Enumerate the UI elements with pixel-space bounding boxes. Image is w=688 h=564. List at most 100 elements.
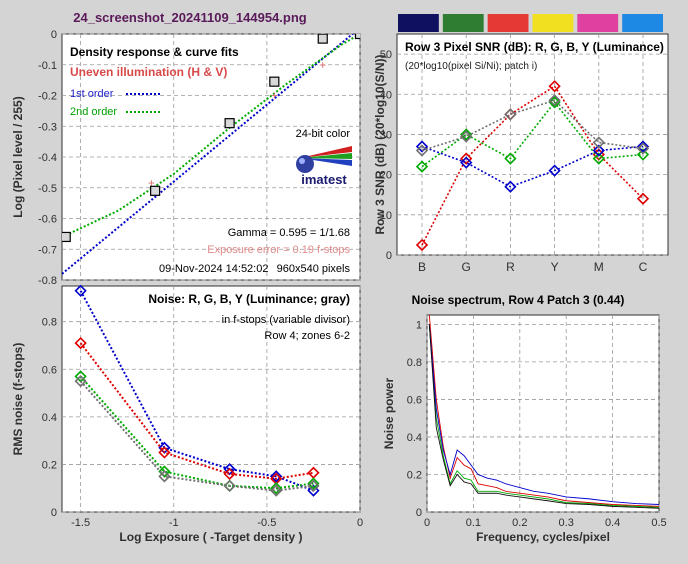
x-tick-label: 0.2 (512, 517, 527, 529)
noise-point-Y (74, 375, 87, 388)
noise-title: Noise: R, G, B, Y (Luminance; gray) (148, 292, 350, 306)
y-tick-label: 0.4 (42, 412, 57, 424)
x-tick-label: 0.3 (559, 517, 574, 529)
spectrum-line-R (428, 315, 659, 507)
y-tick-label: 0.8 (42, 317, 57, 329)
category-label: G (462, 260, 471, 274)
density-point (150, 185, 161, 196)
spectrum-line-B (428, 324, 659, 505)
logo-sphere (296, 155, 314, 173)
noise-point-Y (158, 470, 171, 483)
snr-subtitle: (20*log10(pixel Si/Ni); patch i) (405, 61, 537, 72)
spectrum-chart: 0 0.2 0.4 0.6 0.8 1 0 0.1 0.2 0.3 0.4 0.5 Noise powe… (382, 293, 667, 544)
noise-point-R (223, 467, 236, 481)
x-tick-label: 0.4 (605, 517, 620, 529)
patch-swatch (487, 14, 529, 32)
spectrum-line-Y (428, 324, 659, 509)
category-label: R (506, 260, 515, 274)
y-tick-label: 20 (380, 170, 392, 182)
snr-point-R (548, 80, 561, 93)
patch-swatch (398, 14, 439, 32)
y-tick-label: 50 (380, 49, 392, 61)
noise-point-B (223, 463, 236, 476)
spectrum-line-G (428, 324, 659, 508)
y-tick-label: -0.7 (38, 244, 57, 256)
y-tick-label: -0.6 (38, 214, 57, 226)
noise-point-R (158, 446, 171, 459)
snr-line-G (421, 101, 644, 168)
plot-area (426, 314, 660, 513)
x-axis-label: Frequency, cycles/pixel (476, 530, 610, 544)
snr-point-G (548, 96, 561, 109)
noise-note: Row 4; zones 6-2 (264, 330, 350, 342)
snr-point-Y (592, 136, 605, 149)
y-tick-label: 0.8 (407, 357, 422, 369)
snr-point-G (592, 152, 605, 165)
x-tick-label: 0.1 (466, 517, 481, 529)
noise-point-B (74, 284, 87, 297)
noise-point-R (74, 336, 87, 350)
y-tick-label: -0.8 (38, 275, 57, 287)
snr-point-R (636, 192, 650, 205)
noise-point-Y (307, 479, 320, 492)
y-tick-label: -0.3 (38, 121, 57, 133)
density-plot: + + + (62, 34, 360, 275)
density-title: Density response & curve fits (70, 45, 239, 59)
patch-swatch (442, 14, 484, 32)
category-label: M (594, 260, 604, 274)
y-tick-label: 10 (380, 210, 392, 222)
noise-point-Y (270, 484, 283, 497)
logo-wordmark: imatest (301, 172, 347, 187)
y-axis-label: RMS noise (f-stops) (11, 343, 25, 456)
snr-point-G (636, 148, 650, 161)
density-point (224, 118, 235, 129)
x-tick-label: 0.5 (651, 517, 666, 529)
y-tick-label: 0.4 (407, 432, 422, 444)
y-axis-label: Noise power (382, 378, 396, 450)
y-tick-label: 0 (51, 507, 57, 519)
y-tick-label: 0 (51, 29, 57, 41)
logo-sphere-highlight (299, 158, 305, 164)
noise-point-G (307, 477, 320, 490)
snr-point-Y (460, 130, 473, 143)
y-axis-label: Log (Pixel level / 255) (11, 96, 25, 217)
snr-point-G (504, 152, 517, 165)
y-axis-label: Row 3 SNR (dB) (20*log10(S/N)) (373, 54, 387, 234)
y-tick-label: 40 (380, 89, 392, 101)
spectrum-title: Noise spectrum, Row 4 Patch 3 (0.44) (412, 293, 625, 307)
illum-point: + (319, 58, 326, 72)
snr-point-Y (415, 144, 429, 157)
x-tick-label: -1.5 (71, 517, 90, 529)
category-label: Y (551, 260, 559, 274)
y-tick-label: 1 (416, 319, 422, 331)
snr-point-G (460, 128, 473, 141)
category-label: B (418, 260, 426, 274)
snr-point-R (460, 152, 473, 165)
snr-point-R (415, 238, 429, 252)
snr-point-B (636, 140, 650, 153)
patch-swatch (532, 14, 574, 32)
noise-line-Y (79, 380, 314, 492)
noise-point-Y (223, 479, 236, 492)
x-axis-label: Log Exposure ( -Target density ) (119, 530, 302, 544)
imatest-logo: imatest (296, 146, 352, 187)
noise-line-R (79, 342, 314, 480)
y-tick-label: 0.6 (407, 394, 422, 406)
snr-line-R (421, 85, 644, 246)
snr-point-Y (636, 142, 650, 155)
density-point (62, 231, 71, 243)
noise-point-G (270, 482, 283, 495)
patch-swatch (577, 14, 619, 32)
legend-label-1st: 1st order (70, 88, 114, 100)
snr-point-Y (504, 108, 517, 121)
snr-point-B (504, 180, 517, 193)
noise-chart: 0 0.2 0.4 0.6 0.8 -1.5 -1 -0.5 0 RMS noise (f-sto… (11, 284, 363, 544)
noise-point-B (270, 470, 283, 483)
snr-point-G (415, 160, 429, 173)
snr-point-B (548, 164, 561, 177)
y-tick-label: -0.4 (38, 152, 57, 164)
density-subtitle: Uneven illumination (H & V) (70, 65, 227, 79)
x-tick-label: 0 (424, 517, 430, 529)
snr-point-B (592, 144, 605, 157)
